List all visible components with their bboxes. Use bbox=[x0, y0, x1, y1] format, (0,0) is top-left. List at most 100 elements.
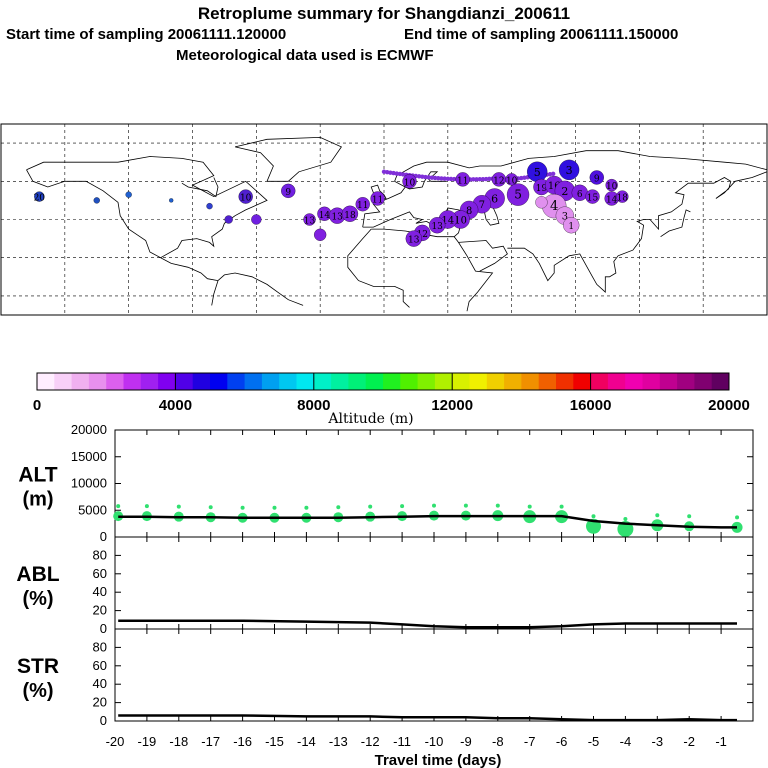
y-tick-label: 20 bbox=[93, 603, 107, 618]
colorbar-cell bbox=[383, 373, 401, 390]
map-coastline bbox=[405, 171, 446, 190]
x-tick-label: -8 bbox=[492, 734, 504, 749]
map-marker-label: 3 bbox=[566, 164, 573, 177]
map-marker bbox=[589, 170, 604, 185]
map-coastline bbox=[453, 236, 494, 312]
map-marker-label: 6 bbox=[577, 190, 583, 200]
map-marker-label: 13 bbox=[431, 222, 443, 232]
x-tick-label: -1 bbox=[715, 734, 727, 749]
alt-point-upper bbox=[432, 503, 436, 508]
colorbar-cell bbox=[556, 373, 574, 390]
map-marker-label: 18 bbox=[344, 211, 356, 221]
y-axis-label: STR bbox=[17, 655, 59, 678]
map-marker-label: 15 bbox=[587, 194, 599, 204]
map-marker-label: 13 bbox=[408, 236, 420, 246]
map-marker-label: 12 bbox=[493, 176, 504, 186]
alt-point-upper bbox=[527, 504, 532, 509]
map-track-point bbox=[426, 175, 431, 180]
map-marker-label: 11 bbox=[357, 201, 368, 211]
x-tick-label: -2 bbox=[683, 734, 695, 749]
y-tick-label: 0 bbox=[100, 621, 107, 636]
x-tick-label: -7 bbox=[524, 734, 536, 749]
map-track-point bbox=[483, 176, 489, 182]
colorbar-cell bbox=[590, 373, 609, 390]
alt-point-upper bbox=[400, 504, 405, 509]
timeseries-panels: 20000150001000050000ALT(m)806040200ABL(%… bbox=[16, 422, 754, 749]
x-axis-label: Travel time (days) bbox=[375, 752, 502, 768]
y-tick-label: 20 bbox=[93, 695, 107, 710]
map-marker bbox=[355, 197, 370, 212]
end-time-text: End time of sampling 20061111.150000 bbox=[404, 26, 679, 43]
colorbar-cell bbox=[659, 373, 678, 390]
y-tick-label: 20000 bbox=[71, 422, 107, 437]
map-marker-label: 1 bbox=[568, 222, 574, 232]
map-coastline bbox=[362, 150, 768, 228]
map-coastline bbox=[660, 209, 691, 238]
map-marker bbox=[314, 228, 327, 241]
alt-point-upper bbox=[735, 515, 740, 520]
y-axis-unit: (m) bbox=[22, 489, 53, 511]
x-tick-label: -16 bbox=[233, 734, 252, 749]
colorbar-cell bbox=[37, 373, 55, 390]
map-marker-label: 10 bbox=[404, 178, 416, 188]
alt-point-upper bbox=[304, 505, 309, 510]
colorbar-cell bbox=[694, 373, 713, 390]
alt-point-upper bbox=[591, 514, 596, 519]
map-marker-label: 10 bbox=[240, 194, 252, 204]
map-coastline bbox=[507, 171, 768, 294]
y-tick-label: 40 bbox=[93, 584, 107, 599]
colorbar-cell bbox=[434, 373, 453, 390]
alt-point-upper bbox=[687, 514, 692, 519]
alt-point-upper bbox=[116, 504, 121, 509]
colorbar-cell bbox=[486, 373, 505, 390]
map-track-point bbox=[429, 175, 435, 180]
alt-point-upper bbox=[176, 504, 181, 509]
x-tick-label: -6 bbox=[556, 734, 568, 749]
alt-point-upper bbox=[208, 505, 213, 510]
alt-point-upper bbox=[655, 513, 660, 518]
panel-str: 80 60 40 20 0 STR(%) bbox=[17, 628, 754, 728]
map-marker-label: 10 bbox=[454, 216, 467, 227]
map-track-point bbox=[445, 176, 451, 182]
y-tick-label: 80 bbox=[93, 639, 107, 654]
colorbar-cell bbox=[296, 373, 315, 390]
map-marker bbox=[238, 189, 253, 204]
colorbar-cell bbox=[573, 373, 592, 390]
colorbar-cell bbox=[244, 373, 263, 390]
colorbar-cell bbox=[158, 373, 176, 390]
x-tick-label: -18 bbox=[169, 734, 188, 749]
y-axis-unit: (%) bbox=[22, 588, 53, 610]
x-tick-label: -20 bbox=[106, 734, 125, 749]
alt-point-upper bbox=[368, 504, 373, 509]
map-track-point bbox=[432, 175, 438, 181]
colorbar-tick-label: 12000 bbox=[431, 397, 473, 414]
x-tick-label: -4 bbox=[620, 734, 632, 749]
map-track-point bbox=[442, 176, 447, 181]
map-marker bbox=[93, 197, 100, 204]
colorbar-cell bbox=[88, 373, 107, 390]
y-tick-label: 0 bbox=[100, 529, 107, 544]
y-tick-label: 60 bbox=[93, 658, 107, 673]
map-marker-label: 13 bbox=[331, 213, 343, 223]
map-marker bbox=[281, 183, 296, 199]
colorbar-cell bbox=[677, 373, 695, 390]
colorbar-cell bbox=[521, 373, 540, 390]
map-marker-label: 16 bbox=[548, 181, 561, 192]
colorbar-cell bbox=[348, 373, 367, 390]
y-axis-label: ABL bbox=[16, 563, 59, 586]
map-coastline bbox=[235, 136, 343, 182]
map-track-point bbox=[471, 177, 476, 182]
map-graticule bbox=[1, 124, 767, 315]
alt-point bbox=[731, 521, 743, 533]
x-tick-label: -3 bbox=[652, 734, 664, 749]
series-line-alt bbox=[118, 514, 737, 529]
map-marker-label: 8 bbox=[466, 206, 472, 217]
map-marker bbox=[558, 159, 580, 180]
x-tick-label: -19 bbox=[138, 734, 157, 749]
map-track-point bbox=[522, 175, 527, 180]
x-tick-label: -10 bbox=[425, 734, 444, 749]
map-coastline bbox=[217, 272, 304, 306]
alt-point-upper bbox=[272, 505, 277, 510]
start-time-text: Start time of sampling 20061111.120000 bbox=[6, 26, 287, 43]
